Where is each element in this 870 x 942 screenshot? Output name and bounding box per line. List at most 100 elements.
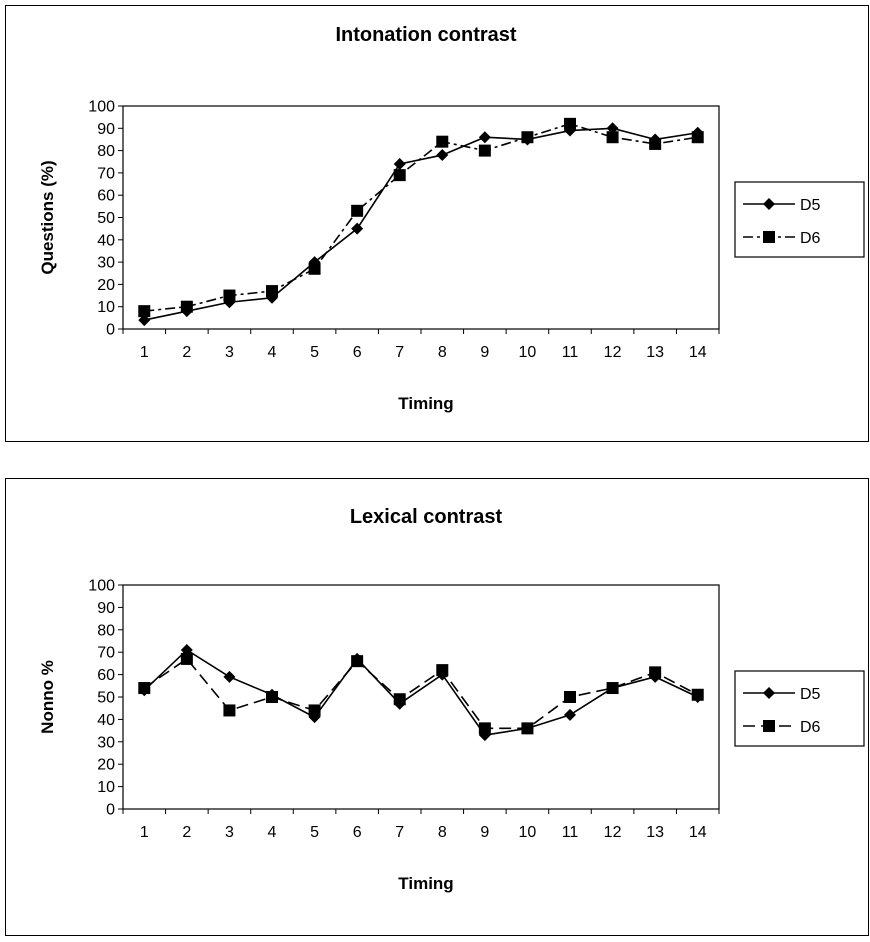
y-axis-title: Questions (%) — [38, 160, 57, 274]
y-tick-label: 30 — [97, 255, 115, 272]
series-line-d5 — [143, 648, 699, 736]
x-tick-label: 8 — [438, 824, 447, 841]
x-tick-label: 11 — [562, 824, 579, 841]
data-point-d6 — [564, 691, 576, 703]
y-tick-label: 30 — [97, 734, 115, 751]
x-tick-label: 2 — [182, 824, 191, 841]
chart-title: Intonation contrast — [335, 24, 516, 46]
x-tick-label: 13 — [646, 824, 664, 841]
data-point-d6 — [649, 137, 662, 150]
y-tick-label: 50 — [97, 210, 115, 227]
y-tick-label: 90 — [97, 121, 115, 138]
x-tick-label: 2 — [182, 344, 191, 361]
data-point-d6 — [266, 691, 278, 703]
x-tick-label: 6 — [353, 344, 362, 361]
data-point-d6 — [351, 655, 364, 668]
data-point-d6 — [606, 682, 619, 695]
x-tick-label: 7 — [395, 824, 404, 841]
chart-panel-lexical: Lexical contrast 0 10 20 30 40 50 60 70 80 90 100 1 2… — [5, 478, 869, 936]
x-axis-title: Timing — [398, 874, 453, 893]
x-tick-label: 8 — [438, 344, 447, 361]
y-tick-label: 20 — [97, 277, 115, 294]
data-point-d6 — [478, 144, 491, 157]
series-line-d5 — [144, 127, 698, 321]
x-tick-label: 3 — [225, 344, 234, 361]
x-tick-label: 10 — [519, 824, 537, 841]
x-tick-label: 11 — [562, 344, 579, 361]
x-tick-label: 7 — [395, 344, 404, 361]
data-point-d6 — [223, 704, 236, 717]
legend-label-d6: D6 — [800, 230, 821, 247]
x-tick-label: 1 — [140, 824, 149, 841]
x-tick-label: 14 — [689, 824, 707, 841]
x-tick-label: 9 — [480, 824, 489, 841]
x-tick-label: 12 — [604, 824, 622, 841]
x-tick-label: 4 — [268, 344, 277, 361]
series-line-d6 — [144, 123, 698, 312]
x-tick-label: 4 — [268, 824, 277, 841]
data-point-d5 — [180, 643, 193, 656]
legend-label-d5: D5 — [800, 686, 821, 703]
data-point-d5 — [351, 222, 364, 235]
legend-label-d6: D6 — [800, 719, 821, 736]
legend-box — [734, 670, 865, 747]
y-tick-label: 100 — [88, 578, 115, 595]
legend-marker-d5 — [763, 198, 775, 210]
y-tick-label: 80 — [97, 622, 115, 639]
data-point-d6 — [691, 131, 704, 144]
data-point-d6 — [564, 117, 576, 130]
data-point-d6 — [436, 135, 449, 148]
series-line-d6 — [143, 657, 699, 730]
x-tick-label: 10 — [519, 344, 537, 361]
data-point-d6 — [521, 722, 534, 735]
y-tick-label: 10 — [97, 779, 115, 796]
data-point-d5 — [478, 131, 491, 144]
legend-marker-d5 — [763, 687, 775, 699]
data-point-d6 — [606, 131, 619, 144]
data-point-d6 — [649, 666, 662, 679]
data-point-d6 — [138, 305, 151, 318]
chart-intonation: Intonation contrast 0 10 20 30 40 50 60 70 80 90 10… — [38, 24, 865, 413]
x-tick-label: 5 — [310, 824, 319, 841]
y-tick-label: 100 — [88, 99, 115, 116]
x-tick-label: 1 — [140, 344, 149, 361]
legend-label-d5: D5 — [800, 197, 821, 214]
legend-box — [734, 181, 865, 258]
plot-area — [122, 584, 720, 810]
data-point-d6 — [308, 262, 321, 275]
y-tick-label: 90 — [97, 600, 115, 617]
data-point-d5 — [393, 157, 406, 170]
chart-title: Lexical contrast — [350, 506, 503, 528]
data-point-d6 — [223, 289, 236, 302]
x-tick-label: 6 — [353, 824, 362, 841]
x-tick-label: 5 — [310, 344, 319, 361]
data-point-d5 — [564, 708, 576, 721]
data-point-d6 — [436, 664, 449, 677]
data-point-d5 — [436, 149, 449, 162]
y-tick-label: 50 — [97, 690, 115, 707]
x-tick-label: 14 — [689, 344, 707, 361]
x-tick-label: 12 — [604, 344, 622, 361]
data-point-d6 — [138, 682, 151, 695]
y-axis-title: Nonno % — [38, 660, 57, 734]
x-tick-label: 3 — [225, 824, 234, 841]
data-point-d6 — [351, 204, 364, 217]
data-point-d6 — [180, 652, 193, 665]
x-tick-label: 13 — [646, 344, 664, 361]
y-tick-label: 70 — [97, 165, 115, 182]
x-tick-label: 9 — [480, 344, 489, 361]
data-point-d6 — [521, 131, 534, 144]
data-point-d5 — [223, 670, 236, 683]
data-point-d6 — [266, 285, 278, 298]
y-tick-label: 60 — [97, 667, 115, 684]
data-point-d6 — [180, 300, 193, 313]
y-tick-label: 80 — [97, 143, 115, 160]
y-tick-label: 40 — [97, 232, 115, 249]
chart-panel-intonation: Intonation contrast 0 10 20 30 40 50 60 70 80 90 10… — [5, 5, 869, 442]
legend-marker-d6 — [763, 720, 775, 732]
y-tick-label: 60 — [97, 188, 115, 205]
data-point-d6 — [308, 704, 321, 717]
y-tick-label: 40 — [97, 712, 115, 729]
data-point-d6 — [691, 688, 704, 701]
